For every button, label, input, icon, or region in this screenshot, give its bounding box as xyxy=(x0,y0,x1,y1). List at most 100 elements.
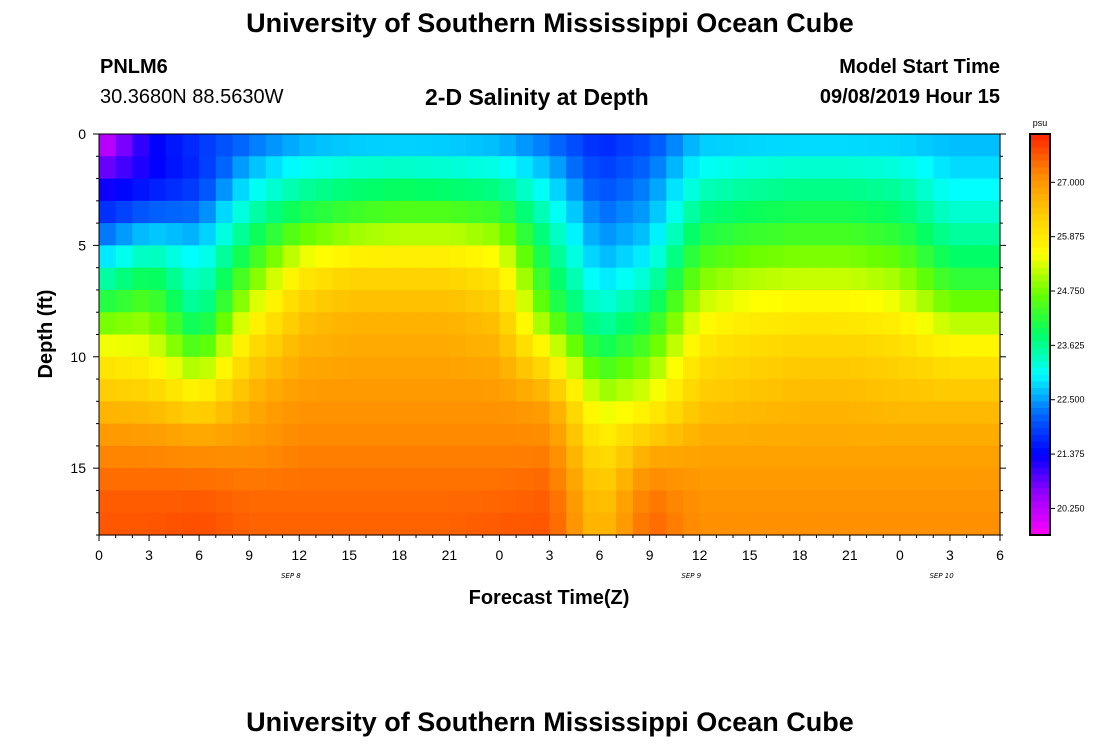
heatmap-cell xyxy=(966,401,984,425)
heatmap-cell xyxy=(132,401,150,425)
heatmap-cell xyxy=(315,512,334,536)
colorbar-segment xyxy=(1030,461,1050,469)
heatmap-cell xyxy=(866,379,884,402)
heatmap-cell xyxy=(299,356,317,380)
heatmap-cell xyxy=(416,289,434,313)
heatmap-cell xyxy=(232,490,250,514)
heatmap-cell xyxy=(365,490,384,514)
heatmap-cell xyxy=(682,312,701,336)
heatmap-cell xyxy=(733,200,751,224)
heatmap-cell xyxy=(232,267,250,291)
heatmap-cell xyxy=(249,178,267,202)
heatmap-cell xyxy=(365,379,384,402)
heatmap-cell xyxy=(466,468,484,492)
heatmap-cell xyxy=(716,423,734,447)
heatmap-cell xyxy=(349,312,367,336)
heatmap-cell xyxy=(983,156,1001,180)
heatmap-cell xyxy=(666,245,684,269)
heatmap-cell xyxy=(99,178,117,202)
heatmap-cell xyxy=(783,512,801,536)
heatmap-cell xyxy=(165,512,184,536)
x-tick-label: 18 xyxy=(792,547,808,563)
heatmap-cell xyxy=(549,156,567,180)
heatmap-cell xyxy=(849,178,868,202)
heatmap-cell xyxy=(149,178,167,202)
heatmap-cell xyxy=(282,245,300,269)
colorbar-tick-label: 25.875 xyxy=(1057,232,1085,242)
heatmap-cell xyxy=(716,445,734,469)
heatmap-cell xyxy=(549,468,567,492)
heatmap-cell xyxy=(365,356,384,380)
colorbar-segment xyxy=(1030,448,1050,456)
heatmap-cell xyxy=(566,312,584,336)
heatmap-cell xyxy=(466,334,484,358)
heatmap-cell xyxy=(382,512,400,536)
heatmap-cell xyxy=(566,490,584,514)
heatmap-cell xyxy=(365,223,384,246)
heatmap-cell xyxy=(849,468,868,492)
heatmap-cell xyxy=(749,134,768,157)
heatmap-cell xyxy=(399,512,417,536)
heatmap-cell xyxy=(983,312,1001,336)
heatmap-cell xyxy=(249,379,267,402)
heatmap-cell xyxy=(499,379,517,402)
heatmap-cell xyxy=(332,334,350,358)
heatmap-cell xyxy=(365,200,384,224)
heatmap-cell xyxy=(265,468,284,492)
heatmap-cell xyxy=(749,356,768,380)
heatmap-cell xyxy=(382,289,400,313)
heatmap-cell xyxy=(199,178,217,202)
heatmap-cell xyxy=(232,245,250,269)
heatmap-cell xyxy=(482,223,501,246)
heatmap-cell xyxy=(232,134,250,157)
heatmap-cell xyxy=(499,423,517,447)
heatmap-cell xyxy=(649,445,667,469)
colorbar-segment xyxy=(1030,274,1050,282)
heatmap-cell xyxy=(149,267,167,291)
heatmap-cell xyxy=(149,223,167,246)
heatmap-cell xyxy=(632,401,651,425)
heatmap-cell xyxy=(332,134,350,157)
model-start-label: Model Start Time xyxy=(839,56,1000,78)
heatmap-cell xyxy=(182,423,200,447)
heatmap-cell xyxy=(699,312,717,336)
heatmap-cell xyxy=(132,245,150,269)
heatmap-cell xyxy=(382,267,400,291)
heatmap-cell xyxy=(916,178,934,202)
heatmap-cell xyxy=(799,468,818,492)
heatmap-cell xyxy=(115,445,133,469)
heatmap-cell xyxy=(532,356,551,380)
heatmap-cell xyxy=(682,468,701,492)
heatmap-cell xyxy=(432,223,450,246)
heatmap-cell xyxy=(866,267,884,291)
heatmap-cell xyxy=(499,468,517,492)
footer-title: University of Southern Mississippi Ocean… xyxy=(246,707,854,737)
heatmap-cell xyxy=(833,312,851,336)
heatmap-cell xyxy=(399,379,417,402)
heatmap-cell xyxy=(149,379,167,402)
heatmap-cell xyxy=(215,401,234,425)
colorbar-segment xyxy=(1030,260,1050,269)
heatmap-cell xyxy=(382,223,400,246)
heatmap-cell xyxy=(282,468,300,492)
heatmap-cell xyxy=(599,490,617,514)
heatmap-cell xyxy=(816,512,834,536)
heatmap-cell xyxy=(616,134,634,157)
colorbar-tick-label: 21.375 xyxy=(1057,449,1085,459)
heatmap-cell xyxy=(416,334,434,358)
heatmap-cell xyxy=(466,356,484,380)
heatmap-cell xyxy=(482,356,501,380)
heatmap-cell xyxy=(315,490,334,514)
heatmap-cell xyxy=(399,134,417,157)
heatmap-cell xyxy=(215,334,234,358)
heatmap-cell xyxy=(699,156,717,180)
colorbar-segment xyxy=(1030,508,1050,516)
heatmap-cell xyxy=(432,490,450,514)
heatmap-cell xyxy=(616,289,634,313)
heatmap-cell xyxy=(699,356,717,380)
heatmap-cell xyxy=(916,423,934,447)
heatmap-cell xyxy=(783,289,801,313)
heatmap-cell xyxy=(866,334,884,358)
heatmap-cell xyxy=(282,512,300,536)
heatmap-cell xyxy=(215,289,234,313)
